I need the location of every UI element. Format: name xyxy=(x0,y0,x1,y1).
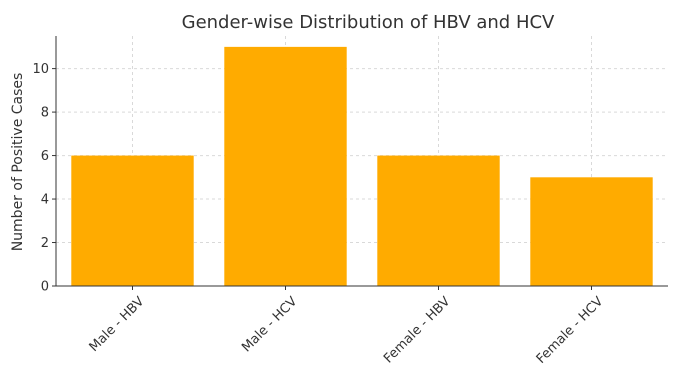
x-tick-label: Female - HCV xyxy=(534,294,607,367)
bar-female-hcv xyxy=(530,177,653,286)
bar-female-hbv xyxy=(377,155,500,286)
y-tick-label: 6 xyxy=(41,149,49,164)
bar-male-hbv xyxy=(71,155,194,286)
x-tick-label: Female - HBV xyxy=(381,294,453,366)
y-tick-label: 0 xyxy=(41,280,49,295)
bar-male-hcv xyxy=(224,46,347,286)
y-tick-label: 2 xyxy=(41,236,49,251)
axes xyxy=(55,36,668,287)
y-tick-label: 10 xyxy=(32,62,49,77)
y-axis-label: Number of Positive Cases xyxy=(10,73,26,252)
x-tick-label: Male - HBV xyxy=(87,294,148,355)
y-axis-ticks: 0 2 4 6 8 10 xyxy=(32,62,56,295)
chart-title: Gender-wise Distribution of HBV and HCV xyxy=(182,12,555,33)
bars xyxy=(71,46,653,286)
x-axis-ticks: Male - HBV Male - HCV Female - HBV Female -… xyxy=(87,286,607,367)
x-tick-label: Male - HCV xyxy=(239,294,300,355)
y-tick-label: 4 xyxy=(41,193,49,208)
y-tick-label: 8 xyxy=(41,106,49,121)
